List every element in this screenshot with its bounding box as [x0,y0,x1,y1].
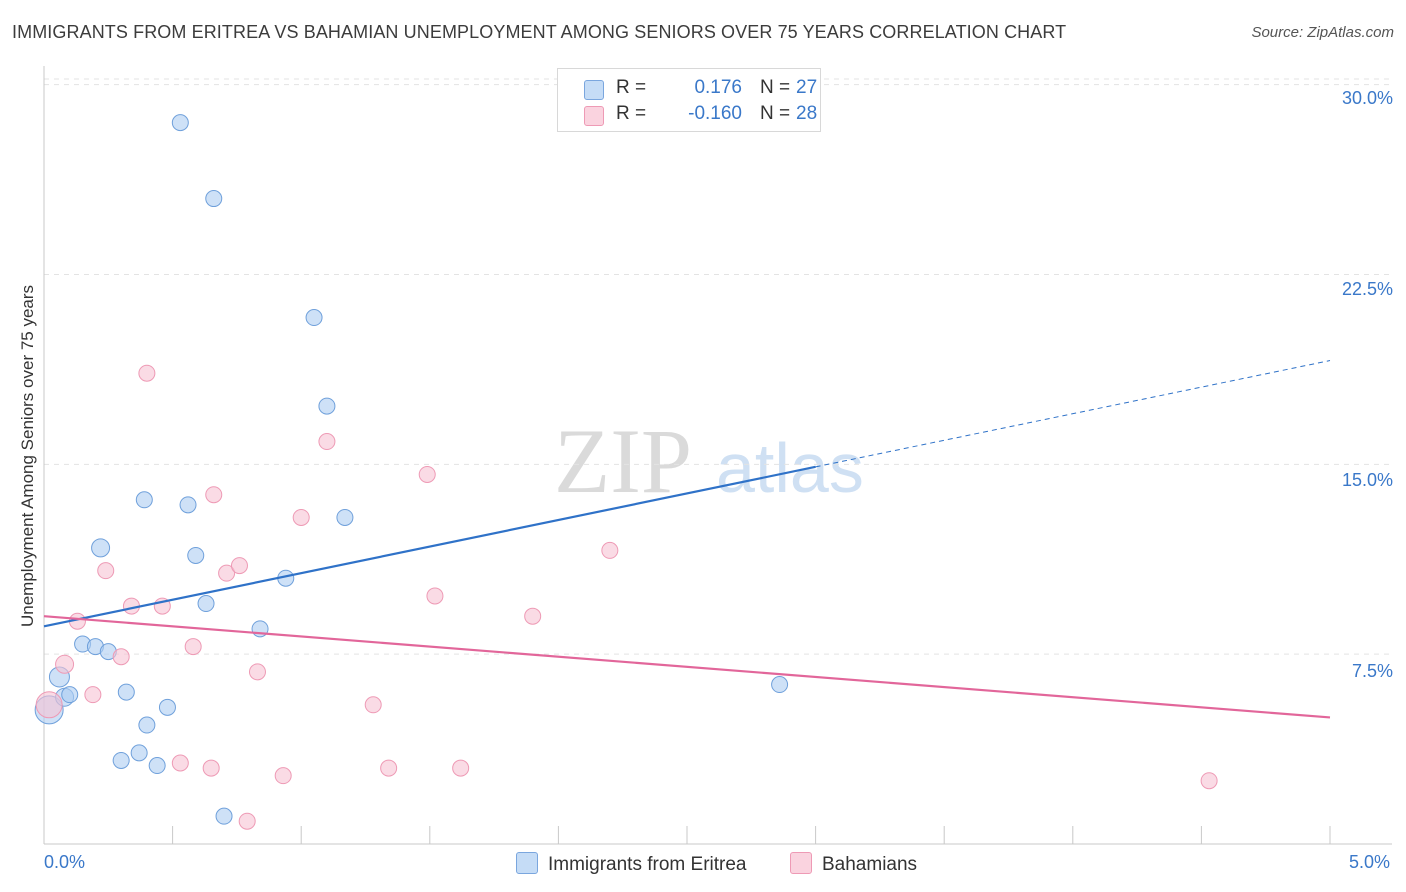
eritrea-point [61,686,79,704]
eritrea-point [148,757,166,775]
bahamians-point [112,648,130,666]
eritrea-point [130,744,148,762]
bahamians-point [84,686,102,704]
bahamians-point [380,759,398,777]
legend-n-value: 28 [796,103,818,124]
bahamians-point [238,812,256,830]
eritrea-point [205,190,223,208]
legend-swatch-bahamians [584,106,604,126]
x-tick-label-max: 5.0% [1349,852,1391,872]
bahamians-point [364,696,382,714]
bahamians-point [184,638,202,656]
bahamians-point [171,754,189,772]
legend-r-label: R = [616,103,647,124]
eritrea-point [305,309,323,327]
legend-swatch-eritrea [584,80,604,100]
eritrea-point [117,683,135,701]
eritrea-point [158,698,176,716]
bottom-legend-swatch-eritrea [516,852,538,874]
y-tick-label-7-5: 7.5% [1351,661,1393,681]
y-axis-label: Unemployment Among Seniors over 75 years [18,284,37,628]
eritrea-point [197,595,215,613]
bahamians-point [292,508,310,526]
bahamians-point [524,607,542,625]
bahamians-point [426,587,444,605]
legend-r-value: 0.176 [694,77,742,98]
legend-n-value: 27 [796,77,818,98]
legend-r-value: -0.160 [688,103,742,124]
watermark-zip: ZIP [554,410,692,512]
bahamians-point [97,562,115,580]
x-tick-label-min: 0.0% [44,852,86,872]
eritrea-point [179,496,197,514]
bottom-legend-label-bahamians: Bahamians [822,854,918,875]
eritrea-point [215,807,233,825]
legend-r-label: R = [616,77,647,98]
eritrea-point [112,751,130,769]
eritrea-point [91,538,111,558]
legend-n-label: N = [760,103,791,124]
bahamians-trend-line [43,615,1331,719]
bahamians-point [205,486,223,504]
bahamians-point [55,654,75,674]
eritrea-trend-extension [815,360,1331,468]
chart-title: IMMIGRANTS FROM ERITREA VS BAHAMIAN UNEM… [12,22,1067,42]
bottom-legend-label-eritrea: Immigrants from Eritrea [548,854,747,875]
bahamians-point [601,541,619,559]
bahamians-point [138,364,156,382]
bahamians-point [452,759,470,777]
bottom-legend-eritrea: Immigrants from Eritrea [516,852,746,876]
bahamians-point [418,465,436,483]
y-tick-label-15: 15.0% [1341,470,1393,490]
bahamians-point [274,767,292,785]
bahamians-point [318,433,336,451]
y-tick-label-22-5: 22.5% [1341,279,1393,299]
stats-legend: R = 0.176 N = 27 R = -0.160 N = 28 [557,68,821,132]
bottom-legend-swatch-bahamians [790,852,812,874]
bahamians-point [1200,772,1218,790]
eritrea-point [336,508,354,526]
bahamians-point [218,564,236,582]
watermark-atlas: atlas [716,429,864,507]
eritrea-point [135,491,153,509]
bahamians-point [202,759,220,777]
bahamians-point [248,663,266,681]
eritrea-point [138,716,156,734]
eritrea-trend-line [43,465,816,628]
eritrea-point [171,114,189,132]
legend-n-label: N = [760,77,791,98]
eritrea-point [187,546,205,564]
y-tick-label-30: 30.0% [1341,88,1393,108]
source-credit: Source: ZipAtlas.com [1251,24,1394,41]
eritrea-point [318,397,336,415]
eritrea-point [771,676,789,694]
bahamians-point [230,557,248,575]
bottom-legend-bahamians: Bahamians [790,852,917,876]
bahamians-point [35,691,63,719]
